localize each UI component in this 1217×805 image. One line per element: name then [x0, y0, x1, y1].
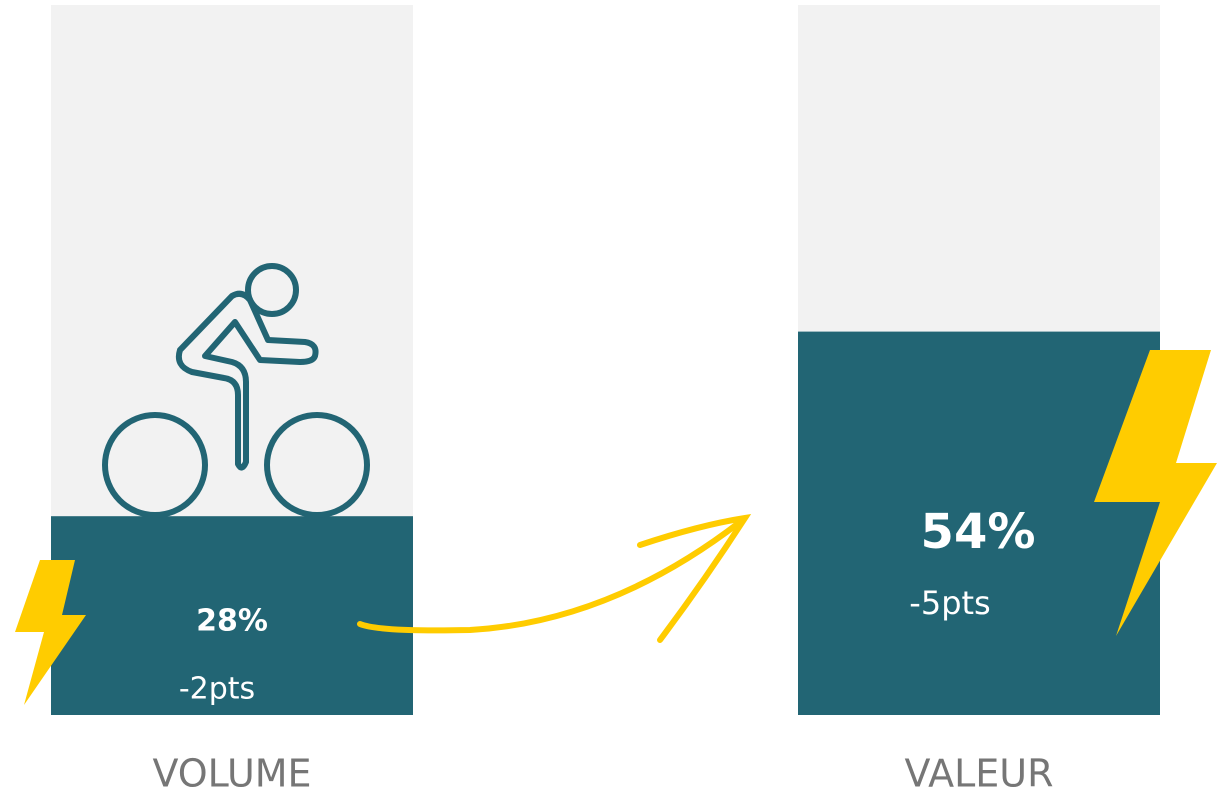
value-label: 28%: [196, 604, 268, 639]
change-label: -2pts: [179, 672, 255, 707]
lightning-bolt: [1094, 350, 1217, 636]
arrow: [357, 514, 752, 643]
category-label: VOLUME: [152, 752, 311, 796]
cyclist-icon: [102, 263, 370, 518]
category-label: VALEUR: [905, 752, 1054, 796]
change-label: -5pts: [909, 584, 990, 622]
overlay: 28% -2pts VOLUME 54% -5pts VALEUR: [152, 504, 1053, 796]
lightning-bolt: [15, 560, 86, 705]
value-label: 54%: [921, 504, 1036, 560]
bar: [51, 516, 413, 715]
bars: [51, 5, 1160, 715]
bar: [798, 331, 1160, 715]
